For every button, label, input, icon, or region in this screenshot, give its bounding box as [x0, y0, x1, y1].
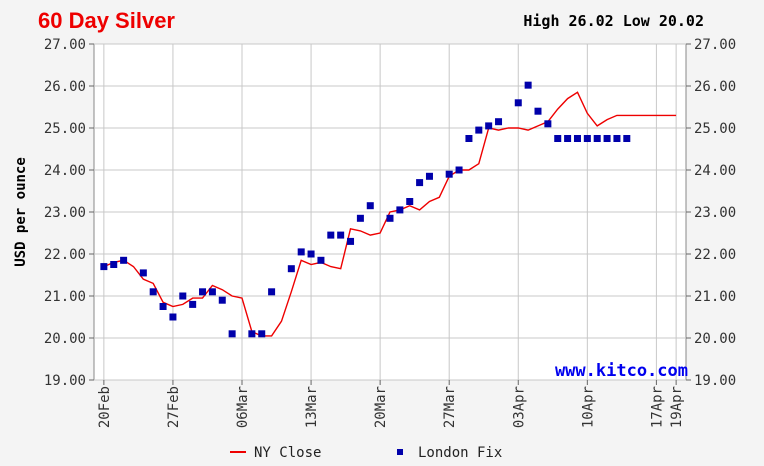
london-fix-point	[297, 248, 305, 256]
london-fix-point	[337, 231, 345, 239]
london-fix-point	[623, 135, 631, 142]
x-tick-label: 27Feb	[166, 386, 182, 428]
london-fix-point	[564, 135, 572, 142]
london-fix-point	[149, 288, 157, 296]
london-fix-point	[317, 256, 325, 264]
london-fix-point	[485, 122, 493, 130]
london-fix-point	[495, 118, 503, 126]
legend-ny-close-label: NY Close	[254, 445, 321, 461]
y-tick-label-left: 23.00	[44, 205, 86, 221]
series-layer	[100, 81, 677, 338]
x-axis: 20Feb 27Feb 06Mar 13Mar 20Mar 27Mar 03Apr 10Apr…	[97, 380, 685, 428]
london-fix-point	[248, 330, 256, 338]
x-tick-label: 13Mar	[304, 386, 320, 428]
london-fix-point	[613, 135, 621, 142]
london-fix-point	[120, 256, 128, 264]
chart-title: 60 Day Silver	[38, 8, 175, 33]
london-fix-point	[139, 269, 147, 277]
london-fix-point	[347, 237, 355, 245]
x-tick-label: 03Apr	[511, 386, 527, 428]
y-tick-label-left: 26.00	[44, 79, 86, 95]
london-fix-point	[208, 288, 216, 296]
london-fix-point	[445, 170, 453, 178]
london-fix-point	[554, 135, 562, 142]
london-fix-point	[573, 135, 581, 142]
y-tick-label-right: 25.00	[694, 121, 736, 137]
y-axis-right: 19.00 20.00 21.00 22.00 23.00 24.00 25.00 26.00…	[686, 37, 736, 389]
london-fix-point	[524, 81, 532, 89]
legend-london-fix-swatch	[397, 449, 403, 455]
high-low-text: High 26.02 Low 20.02	[523, 12, 704, 30]
london-fix-point	[199, 288, 207, 296]
london-fix-point	[100, 263, 108, 271]
y-tick-label-right: 19.00	[694, 373, 736, 389]
x-tick-label: 20Feb	[97, 386, 113, 428]
y-tick-label-right: 26.00	[694, 79, 736, 95]
london-fix-point	[169, 313, 177, 321]
london-fix-point	[218, 296, 226, 304]
watermark: www.kitco.com	[555, 361, 688, 381]
x-tick-label: 27Mar	[442, 386, 458, 428]
london-fix-point	[544, 120, 552, 128]
london-fix-point	[268, 288, 276, 296]
london-fix-point	[475, 126, 483, 134]
x-tick-label: 17Apr	[649, 386, 665, 428]
london-fix-point	[455, 166, 463, 174]
ny-close-line	[103, 91, 677, 337]
london-fix-point	[327, 231, 335, 239]
london-fix-point	[366, 202, 374, 210]
x-tick-label: 20Mar	[373, 386, 389, 428]
y-tick-label-left: 22.00	[44, 247, 86, 263]
y-tick-label-left: 20.00	[44, 331, 86, 347]
london-fix-point	[534, 107, 542, 115]
y-tick-label-left: 25.00	[44, 121, 86, 137]
london-fix-point	[465, 135, 473, 142]
london-fix-point	[287, 265, 295, 273]
y-tick-label-left: 19.00	[44, 373, 86, 389]
london-fix-point	[406, 198, 414, 205]
y-tick-label-left: 24.00	[44, 163, 86, 179]
y-axis-left: 19.00 20.00 21.00 22.00 23.00 24.00 25.00 26.00…	[44, 37, 94, 389]
x-tick-label: 10Apr	[580, 386, 596, 428]
london-fix-point	[307, 250, 315, 258]
london-fix-point	[425, 172, 433, 180]
y-tick-label-left: 27.00	[44, 37, 86, 53]
london-fix-point	[179, 292, 187, 300]
legend-london-fix-label: London Fix	[418, 445, 502, 461]
london-fix-point	[228, 330, 236, 338]
london-fix-point	[583, 135, 591, 142]
y-tick-label-right: 27.00	[694, 37, 736, 53]
legend: NY Close London Fix	[230, 445, 502, 461]
london-fix-point	[593, 135, 601, 142]
x-tick-label: 06Mar	[235, 386, 251, 428]
y-tick-label-right: 21.00	[694, 289, 736, 305]
london-fix-point	[189, 300, 197, 308]
london-fix-point	[159, 303, 167, 310]
london-fix-point	[514, 99, 522, 107]
y-tick-label-right: 22.00	[694, 247, 736, 263]
x-tick-label: 19Apr	[669, 386, 685, 428]
london-fix-point	[386, 214, 394, 222]
london-fix-point	[356, 214, 364, 222]
london-fix-point	[396, 206, 404, 214]
y-tick-label-right: 23.00	[694, 205, 736, 221]
y-tick-label-right: 24.00	[694, 163, 736, 179]
london-fix-point	[416, 179, 424, 187]
london-fix-point	[603, 135, 611, 142]
london-fix-point	[110, 261, 118, 268]
y-axis-label: USD per ounce	[13, 157, 29, 267]
y-tick-label-right: 20.00	[694, 331, 736, 347]
london-fix-point	[258, 330, 266, 338]
y-tick-label-left: 21.00	[44, 289, 86, 305]
